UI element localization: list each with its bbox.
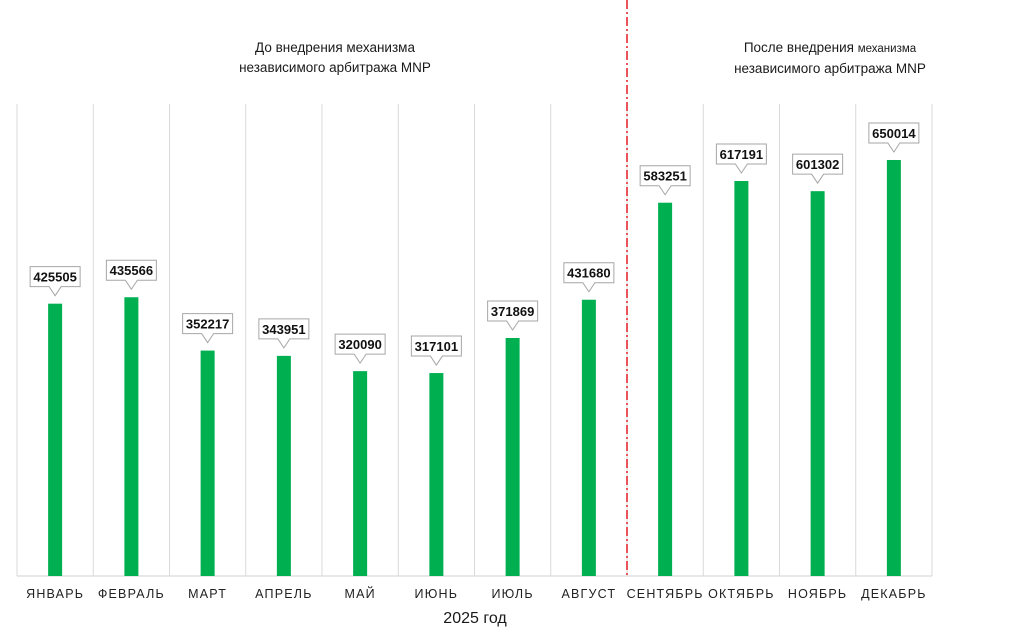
data-label-box [715,143,767,174]
data-label-box [29,266,81,297]
data-label: 320090 [338,337,381,352]
data-label-box [792,153,844,185]
data-label: 431680 [567,266,610,281]
data-label-box [563,262,615,293]
x-tick-label: ЯНВАРЬ [26,587,84,601]
bar [48,303,63,576]
bar [200,350,215,576]
data-label: 650014 [872,126,916,141]
data-label: 317101 [415,339,458,354]
data-label: 343951 [262,322,305,337]
data-label: 435566 [110,263,153,278]
x-tick-label: АПРЕЛЬ [255,587,312,601]
x-axis-title: 2025 год [443,610,507,627]
x-tick-label: СЕНТЯБРЬ [627,587,704,601]
x-tick-label: ИЮЛЬ [491,587,533,601]
data-label: 371869 [491,304,534,319]
x-tick-label: МАЙ [344,586,375,601]
bar [124,297,139,576]
bar [658,202,673,576]
bar [810,191,825,576]
bar [886,159,901,577]
bar [353,371,368,576]
data-label: 583251 [643,169,686,184]
data-label-box [258,318,310,349]
bar [581,299,596,576]
x-tick-label: ОКТЯБРЬ [708,587,775,601]
x-tick-label: ДЕКАБРЬ [861,587,927,601]
annotation-before-line2: независимого арбитража MNP [239,60,431,75]
data-label-box [487,300,539,331]
data-label: 617191 [720,147,763,162]
annotation-after-line2: независимого арбитража MNP [734,61,926,76]
bar [505,338,520,576]
x-tick-label: МАРТ [188,587,227,601]
annotation-after: После внедрения механизма независимого а… [710,38,950,79]
data-label-box [639,165,691,196]
x-tick-label: НОЯБРЬ [788,587,847,601]
x-tick-label: ФЕВРАЛЬ [98,587,165,601]
data-label-box [105,259,157,291]
data-label-box [868,122,920,153]
data-label: 352217 [186,317,229,332]
annotation-before: До внедрения механизма независимого арби… [220,38,450,78]
bar [734,180,749,577]
annotation-after-line1a: После внедрения [743,40,854,55]
data-label: 601302 [796,157,839,172]
data-label-box [334,333,386,365]
data-label-box [410,335,462,366]
annotation-after-line1b: механизма [857,43,917,55]
data-label: 425505 [33,270,76,285]
x-tick-label: ИЮНЬ [415,587,459,601]
bar [276,355,291,576]
annotation-before-line1: До внедрения механизма [255,40,415,55]
x-tick-label: АВГУСТ [561,587,616,601]
bar [429,373,444,576]
data-label-box [182,313,234,344]
